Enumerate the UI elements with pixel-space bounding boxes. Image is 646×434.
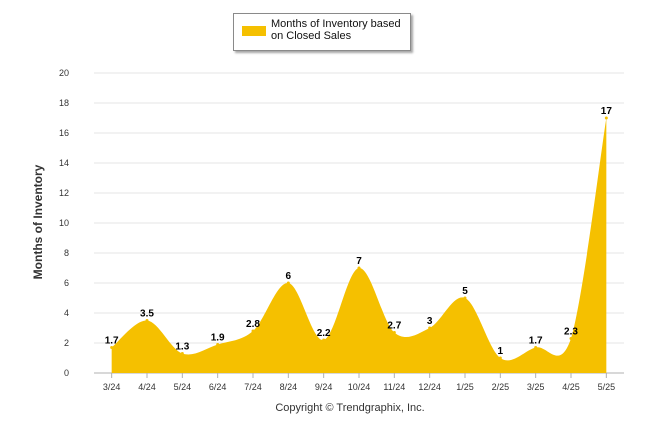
y-tick-label: 8 xyxy=(64,248,69,258)
legend-label: Months of Inventory based on Closed Sale… xyxy=(271,18,401,42)
legend: Months of Inventory based on Closed Sale… xyxy=(233,13,411,51)
data-labels: 1.7 3.5 1.3 1.9 2.8 6 2.2 7 2.7 3 5 1 1.7 2.3 17 xyxy=(105,106,613,357)
y-tick-label: 14 xyxy=(59,158,69,168)
x-tick-label: 12/24 xyxy=(418,382,441,392)
data-label: 3 xyxy=(427,316,433,327)
y-tick-label: 18 xyxy=(59,98,69,108)
data-point xyxy=(216,343,220,346)
x-tick-label: 7/24 xyxy=(244,382,262,392)
data-point xyxy=(392,331,396,334)
x-tick-label: 5/24 xyxy=(174,382,192,392)
data-label: 1.9 xyxy=(211,333,225,344)
x-tick-label: 11/24 xyxy=(383,382,405,392)
data-label: 7 xyxy=(356,256,362,267)
data-label: 1.3 xyxy=(175,342,189,353)
data-label: 2.2 xyxy=(317,328,331,339)
y-tick-label: 6 xyxy=(64,278,69,288)
data-point xyxy=(569,337,573,340)
data-point xyxy=(110,346,114,349)
x-tick-label: 10/24 xyxy=(348,382,371,392)
data-label: 5 xyxy=(462,286,468,297)
data-label: 1.7 xyxy=(105,336,119,347)
data-label: 3.5 xyxy=(140,309,154,320)
data-label: 2.8 xyxy=(246,319,260,330)
x-tick-label: 2/25 xyxy=(492,382,510,392)
data-label: 2.3 xyxy=(564,327,578,338)
y-tick-label: 2 xyxy=(64,338,69,348)
x-tick-label: 8/24 xyxy=(280,382,298,392)
y-axis-title: Months of Inventory xyxy=(31,164,45,279)
data-point xyxy=(498,356,502,360)
data-label: 1 xyxy=(498,346,504,357)
data-point xyxy=(428,326,432,330)
data-point xyxy=(534,346,538,349)
x-tick-label: 1/25 xyxy=(456,382,474,392)
data-point xyxy=(145,319,149,322)
y-tick-label: 0 xyxy=(64,368,69,378)
x-tick-label: 4/24 xyxy=(138,382,156,392)
data-label: 2.7 xyxy=(387,321,401,332)
y-tick-label: 10 xyxy=(59,218,69,228)
data-point xyxy=(251,329,255,333)
y-axis: 0 2 4 6 8 10 12 14 16 18 20 xyxy=(59,68,69,378)
legend-swatch xyxy=(242,26,266,36)
x-tick-label: 6/24 xyxy=(209,382,227,392)
x-tick-label: 9/24 xyxy=(315,382,333,392)
y-tick-label: 12 xyxy=(59,188,69,198)
data-label: 6 xyxy=(286,271,292,282)
data-point xyxy=(286,281,290,285)
data-point xyxy=(463,296,467,300)
data-point xyxy=(180,352,184,355)
data-point xyxy=(604,116,608,120)
y-tick-label: 16 xyxy=(59,128,69,138)
data-label: 17 xyxy=(601,106,613,117)
x-axis: 3/24 4/24 5/24 6/24 7/24 8/24 9/24 10/24 11/24 12… xyxy=(103,373,615,392)
data-point xyxy=(322,338,326,342)
area-fill xyxy=(111,118,607,373)
x-tick-label: 3/25 xyxy=(527,382,545,392)
data-label: 1.7 xyxy=(529,336,543,347)
x-tick-label: 3/24 xyxy=(103,382,121,392)
grid-lines xyxy=(94,72,624,374)
y-tick-label: 4 xyxy=(64,308,69,318)
data-point xyxy=(357,266,361,270)
y-tick-label: 20 xyxy=(59,68,69,78)
area-series xyxy=(110,116,608,373)
copyright-text: Copyright © Trendgraphix, Inc. xyxy=(275,402,425,414)
x-tick-label: 5/25 xyxy=(598,382,616,392)
x-tick-label: 4/25 xyxy=(562,382,580,392)
